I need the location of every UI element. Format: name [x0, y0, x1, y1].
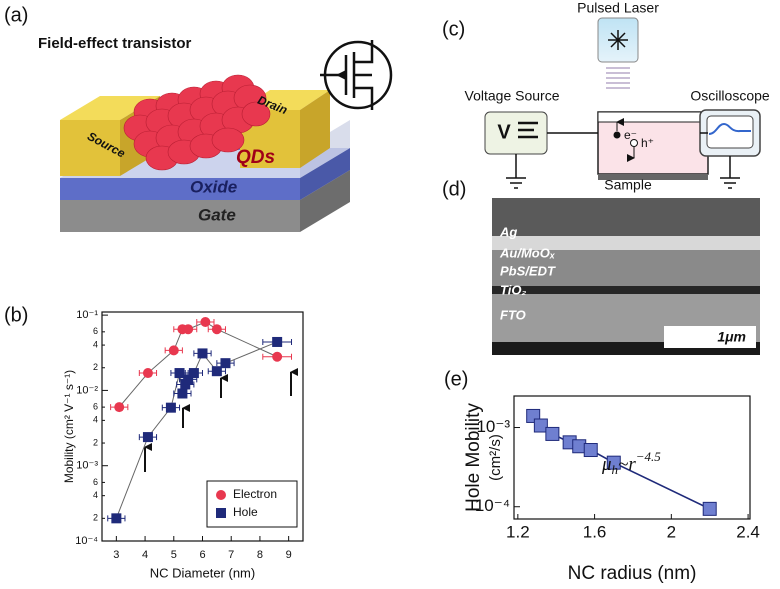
panel-label: (d): [442, 178, 466, 200]
x-tick-label: 1.6: [583, 522, 607, 541]
y-axis-label: Hole Mobility: [463, 403, 484, 512]
annotation-part: −4.5: [636, 449, 662, 464]
electron-label: e⁻: [624, 128, 637, 142]
y-tick-label: 10⁻¹: [76, 309, 98, 321]
marker: [183, 374, 194, 385]
y-tick-label: 10⁻²: [76, 384, 98, 396]
y-tick-label: 6: [93, 326, 98, 336]
x-tick-label: 7: [228, 549, 234, 561]
vsource-label: Voltage Source: [465, 88, 560, 104]
y-tick-label: 2: [93, 362, 98, 372]
layer-label: Ag: [499, 224, 517, 239]
x-tick-label: 2.4: [736, 522, 760, 541]
arrows: [144, 368, 298, 472]
panel-label: (b): [4, 304, 28, 326]
panel-title: Field-effect transistor: [38, 35, 192, 52]
series-line: [118, 321, 278, 408]
marker: [545, 426, 560, 441]
marker: [183, 324, 194, 335]
layer-label: PbS/EDT: [500, 263, 556, 278]
marker: [583, 443, 598, 458]
x-tick-label: 8: [257, 549, 263, 561]
y-tick-label: 10⁻⁴: [75, 535, 98, 547]
annotation-part: μ: [601, 454, 612, 475]
marker: [174, 368, 185, 379]
y-tick-label: 10⁻³: [76, 460, 98, 472]
y-tick-label: 4: [93, 339, 98, 349]
marker: [188, 368, 199, 379]
laser-label: Pulsed Laser: [577, 0, 659, 16]
marker: [606, 455, 621, 470]
marker: [272, 336, 283, 347]
y-tick-label: 10⁻⁴: [475, 496, 510, 515]
x-tick-label: 1.2: [506, 522, 530, 541]
panel-label: (a): [4, 4, 28, 26]
x-tick-label: 5: [171, 549, 177, 561]
scope-label: Oscilloscope: [690, 88, 770, 104]
y-axis-label: Mobility (cm² V⁻¹ s⁻¹): [62, 370, 76, 483]
gate-label: Gate: [198, 205, 236, 224]
marker: [211, 366, 222, 377]
oxide-label: Oxide: [190, 177, 237, 196]
sem-image: [492, 198, 760, 355]
annotation-part: ~r: [618, 454, 636, 475]
marker: [111, 513, 122, 524]
marker: [220, 358, 231, 369]
marker: [702, 501, 717, 516]
marker: [211, 324, 222, 335]
v-symbol: V: [497, 121, 511, 143]
sample-label: Sample: [604, 177, 652, 193]
plot-frame: [513, 395, 751, 520]
x-tick-label: 2: [667, 522, 676, 541]
y-tick-label: 2: [93, 437, 98, 447]
y-tick-label: 4: [93, 415, 98, 425]
legend-label: Hole: [233, 505, 258, 519]
legend-marker: [216, 490, 226, 500]
x-axis-label: NC Diameter (nm): [150, 565, 255, 580]
y-tick-label: 10⁻³: [476, 417, 510, 436]
layer-label: TiO₂: [500, 282, 526, 297]
x-tick-label: 4: [142, 549, 148, 561]
marker: [197, 348, 208, 359]
marker: [114, 402, 125, 413]
marker: [200, 317, 211, 328]
circuit-diagram: [484, 17, 761, 189]
legend-marker: [216, 508, 226, 518]
panel-label: (c): [442, 18, 465, 40]
y-tick-label: 2: [93, 513, 98, 523]
annotation: μh~r−4.5: [601, 449, 661, 477]
marker: [272, 351, 283, 362]
x-tick-label: 9: [286, 549, 292, 561]
panel-label: (e): [444, 368, 468, 390]
qds-label: QDs: [236, 147, 275, 168]
y-axis-label: (cm²/s): [487, 434, 504, 481]
y-tick-label: 6: [93, 477, 98, 487]
marker: [168, 345, 179, 356]
marker: [533, 418, 548, 433]
x-axis-label: NC radius (nm): [568, 563, 697, 584]
x-tick-label: 3: [113, 549, 119, 561]
marker: [165, 402, 176, 413]
legend-box: [206, 480, 298, 528]
legend-label: Electron: [233, 487, 277, 501]
layer-label: FTO: [500, 307, 526, 322]
scale-bar-label: 1μm: [717, 329, 746, 345]
annotation-part: h: [612, 462, 619, 477]
marker: [177, 388, 188, 399]
marker: [142, 368, 153, 379]
marker: [180, 379, 191, 390]
y-tick-label: 4: [93, 490, 98, 500]
marker: [142, 432, 153, 443]
x-tick-label: 6: [199, 549, 205, 561]
layer-label: Au/MoOₓ: [499, 245, 556, 260]
y-tick-label: 6: [93, 401, 98, 411]
fet-illustration: [60, 40, 393, 232]
hole-label: h⁺: [641, 136, 654, 150]
